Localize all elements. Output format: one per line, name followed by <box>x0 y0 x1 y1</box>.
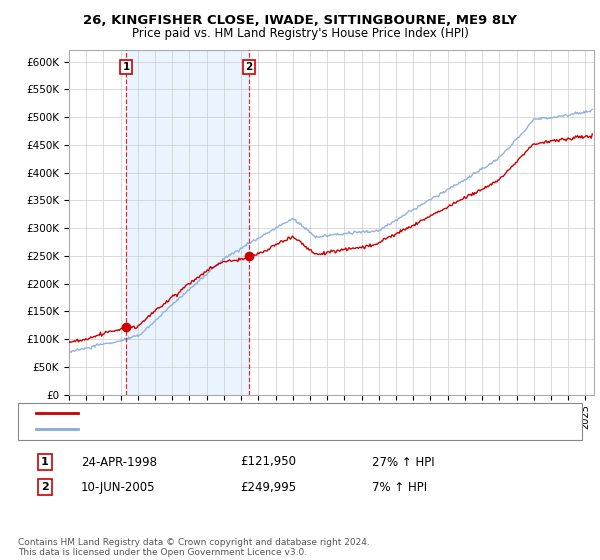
Text: £249,995: £249,995 <box>240 480 296 494</box>
Text: Contains HM Land Registry data © Crown copyright and database right 2024.
This d: Contains HM Land Registry data © Crown c… <box>18 538 370 557</box>
Text: 24-APR-1998: 24-APR-1998 <box>81 455 157 469</box>
Text: 27% ↑ HPI: 27% ↑ HPI <box>372 455 434 469</box>
Text: HPI: Average price, detached house, Swale: HPI: Average price, detached house, Swal… <box>87 424 311 435</box>
Text: 26, KINGFISHER CLOSE, IWADE, SITTINGBOURNE, ME9 8LY: 26, KINGFISHER CLOSE, IWADE, SITTINGBOUR… <box>83 14 517 27</box>
Text: £121,950: £121,950 <box>240 455 296 469</box>
Text: 2: 2 <box>41 482 49 492</box>
Text: 2: 2 <box>245 62 253 72</box>
Text: 1: 1 <box>41 457 49 467</box>
Text: Price paid vs. HM Land Registry's House Price Index (HPI): Price paid vs. HM Land Registry's House … <box>131 27 469 40</box>
Text: 1: 1 <box>122 62 130 72</box>
Text: 26, KINGFISHER CLOSE, IWADE, SITTINGBOURNE, ME9 8LY (detached house): 26, KINGFISHER CLOSE, IWADE, SITTINGBOUR… <box>87 408 483 418</box>
Bar <box>126 50 249 395</box>
Text: 10-JUN-2005: 10-JUN-2005 <box>81 480 155 494</box>
Text: 7% ↑ HPI: 7% ↑ HPI <box>372 480 427 494</box>
